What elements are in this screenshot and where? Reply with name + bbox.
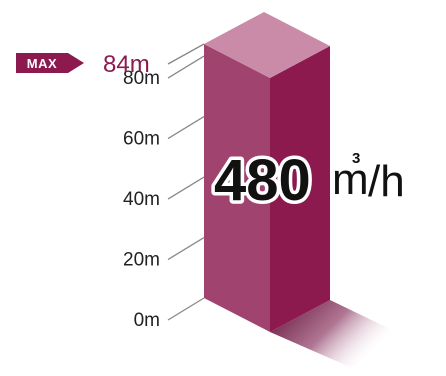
- y-tick-label: 20m: [123, 250, 160, 271]
- flow-rate-superscript: 3: [352, 150, 360, 167]
- bar-floor-shadow: [270, 300, 392, 368]
- bar-side-face: [270, 46, 330, 332]
- max-badge-label: MAX: [27, 56, 57, 71]
- y-tick-20: 20m: [123, 236, 205, 271]
- y-tick-40: 40m: [123, 176, 205, 210]
- y-tick-label: 40m: [123, 189, 160, 210]
- y-tick-label: 60m: [123, 129, 160, 150]
- max-badge: [16, 53, 84, 73]
- flow-rate-value: 480: [214, 148, 311, 213]
- flow-rate-per: /h: [368, 157, 405, 206]
- y-tick-leader: [167, 176, 205, 200]
- flow-rate-unit: m: [332, 155, 369, 204]
- y-tick-label: 80m: [123, 68, 160, 89]
- y-tick-label: 0m: [134, 310, 160, 331]
- bar-front-face: [204, 44, 270, 332]
- max-value-label: 84m: [103, 51, 150, 78]
- y-tick-leader: [167, 236, 205, 261]
- max-leader: [167, 43, 205, 65]
- bar-top-face: [204, 12, 330, 78]
- max-marker: MAX 84m: [16, 43, 205, 78]
- y-tick-80: 80m: [123, 55, 205, 89]
- y-tick-leader: [167, 116, 205, 140]
- flow-rate-annotation: 480 m 3 /h: [211, 145, 408, 217]
- y-tick-60: 60m: [123, 116, 205, 150]
- y-tick-leader: [167, 297, 205, 321]
- y-tick-leader: [167, 55, 205, 79]
- bar-84m: [204, 12, 330, 332]
- y-tick-0: 0m: [134, 297, 205, 331]
